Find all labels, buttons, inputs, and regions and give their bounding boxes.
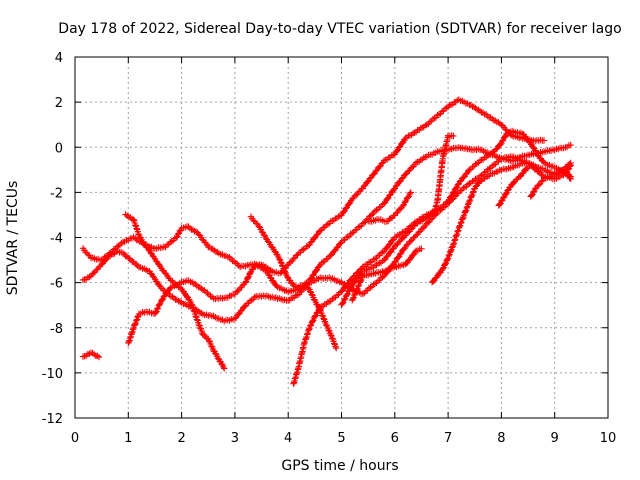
y-axis-title: SDTVAR / TECUs [5,181,21,296]
x-tick-label: 3 [231,431,239,446]
plot-frame [74,56,609,419]
series-s4 [79,349,103,361]
series-markers [349,245,425,304]
series-markers [495,162,574,209]
series-s9 [349,245,425,304]
grid-lines [74,56,609,419]
x-tick-label: 1 [124,431,132,446]
series-markers [79,349,103,361]
y-tick-label: 2 [55,96,63,111]
y-tick-label: -8 [50,322,63,337]
series-markers [247,213,340,352]
x-tick-label: 0 [71,431,79,446]
x-tick-label: 9 [551,431,559,446]
y-tick-label: -4 [50,232,63,247]
x-tick-label: 6 [391,431,399,446]
series-markers [338,132,457,308]
series-s11 [495,162,574,209]
series-markers [527,159,574,200]
y-tick-label: -10 [42,367,63,382]
series-s3 [122,211,228,372]
series-markers [79,153,574,325]
x-tick-label: 8 [497,431,505,446]
series-s13 [365,189,414,225]
series-s8 [338,132,457,308]
x-tick-label: 7 [444,431,452,446]
series-markers [365,189,414,225]
series-s2 [79,153,574,325]
series-markers [125,141,574,347]
data-layer [79,96,574,387]
series-markers [122,211,228,372]
series-s10 [428,159,532,286]
series-s7 [290,127,574,387]
y-tick-label: 4 [55,51,63,66]
y-tick-labels: -12 -10 -8 -6 -4 -2 0 2 4 [42,51,63,427]
series-s5 [125,141,574,347]
series-markers [290,127,574,387]
x-tick-label: 5 [337,431,345,446]
x-tick-labels: 0 1 2 3 4 5 6 7 8 9 10 [71,431,616,446]
x-tick-label: 10 [600,431,617,446]
series-s12 [527,159,574,200]
y-tick-label: -6 [50,277,63,292]
series-s1 [79,96,548,277]
y-tick-label: -2 [50,186,63,201]
x-axis-title: GPS time / hours [281,458,398,474]
series-markers [79,96,548,277]
series-markers [428,159,532,286]
chart-title: Day 178 of 2022, Sidereal Day-to-day VTE… [58,21,621,37]
y-tick-label: 0 [55,141,63,156]
series-s6 [247,213,340,352]
x-tick-label: 2 [177,431,185,446]
y-tick-label: -12 [42,412,63,427]
x-tick-label: 4 [284,431,292,446]
